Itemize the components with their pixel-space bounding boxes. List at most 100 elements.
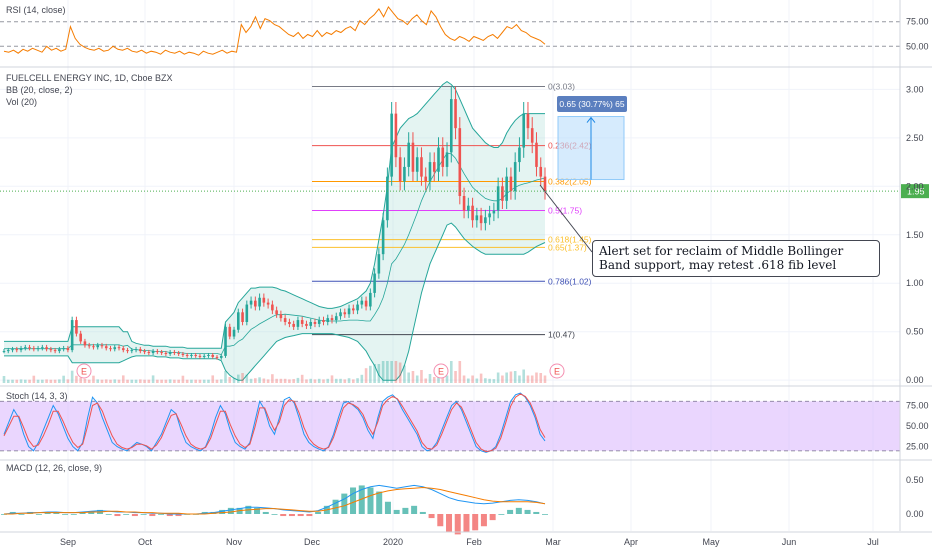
candle-body	[518, 147, 521, 163]
volume-bar	[109, 379, 112, 383]
volume-bar	[87, 379, 91, 383]
candle-body	[432, 162, 436, 172]
volume-bar	[288, 379, 291, 383]
candle-body	[386, 176, 389, 221]
volume-bar	[258, 377, 261, 383]
macd-histogram-bar	[419, 511, 426, 514]
volume-bar	[6, 379, 10, 383]
macd-histogram-bar	[367, 487, 374, 514]
candle-body	[70, 320, 74, 351]
time-tick-label: Nov	[226, 537, 243, 547]
volume-bar	[428, 374, 432, 383]
volume-bar	[356, 378, 359, 383]
candle-body	[117, 347, 121, 349]
volume-bar	[347, 378, 351, 383]
candle-body	[139, 349, 142, 352]
last-price-label: 1.95	[907, 187, 925, 197]
volume-bar	[45, 379, 48, 383]
candle-body	[535, 142, 538, 167]
macd-histogram-bar	[175, 514, 182, 517]
macd-histogram-bar	[507, 509, 514, 514]
candle-body	[266, 302, 270, 305]
macd-histogram-bar	[498, 514, 505, 515]
macd-histogram-bar	[489, 514, 496, 521]
volume-bar	[513, 371, 517, 383]
macd-histogram-bar	[411, 505, 418, 514]
volume-bar	[420, 370, 423, 383]
volume-bar	[330, 375, 334, 383]
volume-bar	[488, 378, 491, 383]
candle-body	[126, 350, 129, 352]
candle-body	[262, 297, 266, 303]
macd-histogram-bar	[350, 487, 357, 514]
volume-bar	[219, 379, 223, 383]
candle-body	[92, 346, 95, 348]
main-title: FUELCELL ENERGY INC, 1D, Cboe BZX	[6, 73, 173, 83]
volume-bar	[143, 379, 146, 383]
candle-body	[194, 354, 197, 356]
bollinger-lower-line	[4, 222, 546, 381]
volume-bar	[168, 379, 172, 383]
callout-leader	[539, 184, 593, 253]
volume-bar	[334, 378, 338, 383]
candle-body	[484, 217, 487, 224]
fib-level-label: 0.618(1.45)	[548, 235, 592, 245]
volume-bar	[151, 375, 155, 383]
candle-body	[228, 326, 232, 337]
annotation-callout[interactable]: Alert set for reclaim of Middle Bollinge…	[592, 240, 880, 277]
volume-bar	[449, 361, 453, 383]
time-tick-label: Apr	[624, 537, 638, 547]
macd-histogram-bar	[262, 511, 269, 514]
candle-body	[41, 347, 44, 349]
macd-histogram-bar	[358, 485, 365, 514]
candle-body	[415, 157, 419, 172]
volume-bar	[173, 379, 176, 383]
volume-bar	[535, 372, 538, 383]
candle-body	[313, 322, 317, 324]
earnings-marker-label: E	[554, 367, 560, 377]
volume-bar	[266, 379, 270, 383]
candle-body	[151, 351, 155, 354]
time-tick-label: Oct	[138, 537, 153, 547]
macd-histogram-bar	[306, 514, 313, 517]
candle-body	[505, 176, 508, 201]
candle-body	[317, 320, 321, 324]
macd-line	[3, 484, 546, 515]
macd-histogram-bar	[384, 501, 391, 514]
candle-body	[177, 353, 180, 355]
volume-bar	[467, 378, 470, 383]
macd-histogram-bar	[288, 514, 295, 517]
macd-histogram-bar	[227, 507, 234, 514]
candle-body	[488, 213, 491, 218]
candle-body	[62, 348, 65, 350]
earnings-marker	[76, 363, 92, 379]
volume-bar	[236, 374, 240, 383]
volume-bar	[283, 378, 287, 383]
volume-bar	[339, 378, 342, 383]
candle-body	[258, 297, 261, 307]
candle-body	[275, 310, 278, 315]
candle-body	[181, 353, 185, 355]
volume-bar	[403, 365, 406, 383]
candle-body	[467, 205, 470, 211]
candle-body	[164, 353, 168, 355]
candle-body	[58, 349, 61, 352]
volume-bar	[530, 375, 534, 383]
candle-body	[292, 323, 295, 327]
candle-body	[407, 142, 410, 167]
bb-title: BB (20, close, 2)	[6, 85, 73, 95]
candle-body	[23, 347, 27, 349]
volume-bar	[411, 371, 415, 383]
volume-bar	[70, 370, 74, 383]
volume-bar	[202, 379, 206, 383]
time-tick-label: Mar	[545, 537, 561, 547]
macd-histogram-bar	[70, 514, 77, 515]
stoch-tick-label: 75.00	[906, 400, 929, 410]
last-price-tag	[901, 184, 929, 199]
price-tick-label: 3.00	[906, 84, 924, 94]
volume-bar	[394, 361, 398, 383]
measure-label-bg	[557, 96, 627, 112]
candle-body	[305, 323, 308, 326]
candle-body	[339, 312, 342, 317]
vol-title: Vol (20)	[6, 97, 37, 107]
